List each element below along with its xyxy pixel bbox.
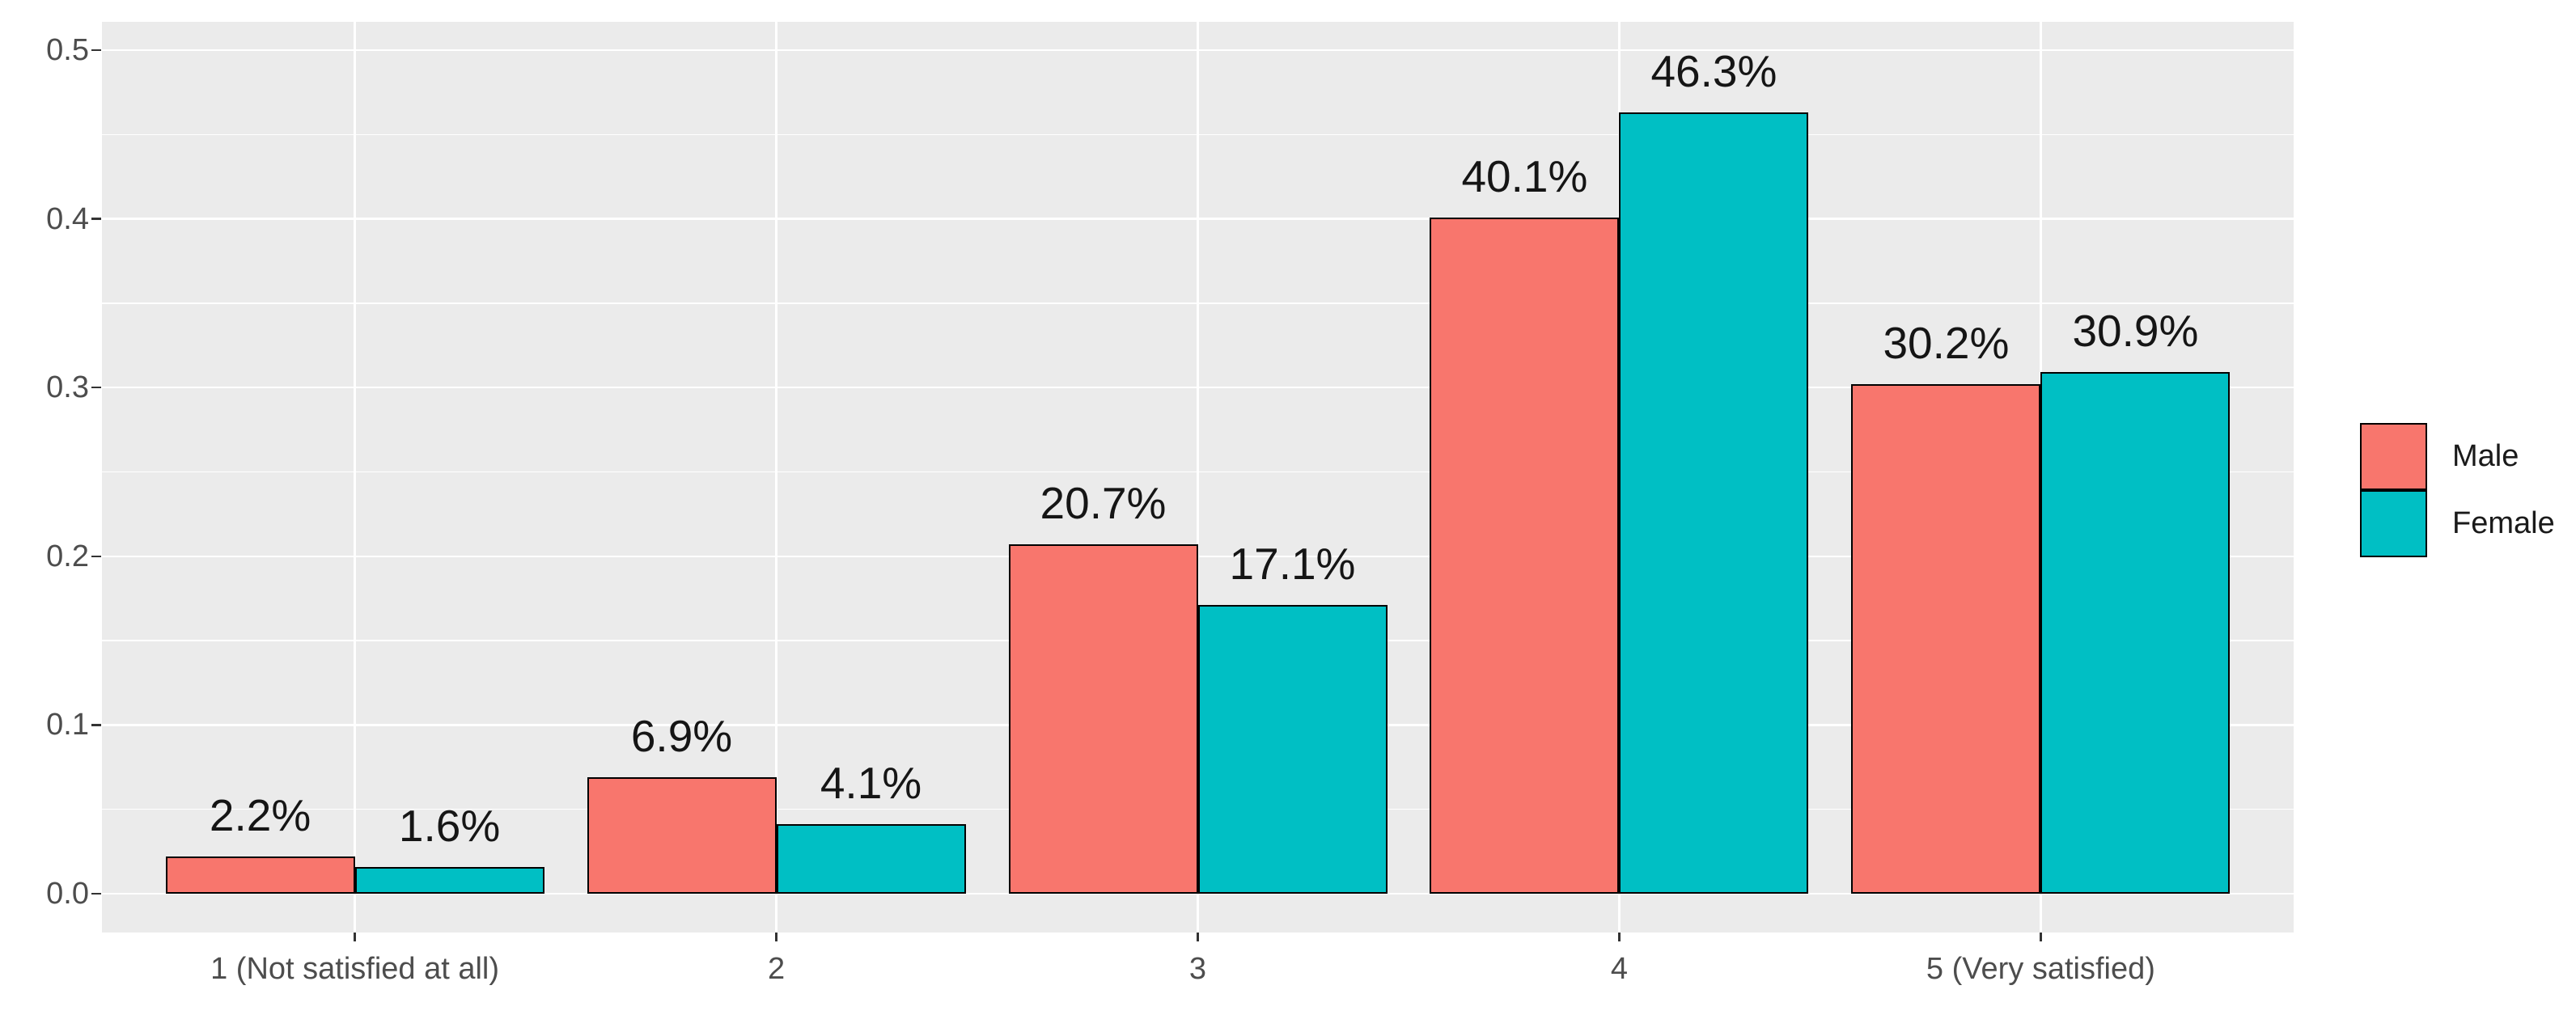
x-tick-label: 2 bbox=[767, 952, 786, 986]
bar-female-3 bbox=[1197, 605, 1388, 894]
legend-swatch-male bbox=[2360, 423, 2427, 490]
legend: Male Female bbox=[2360, 423, 2555, 557]
gridline-vertical bbox=[775, 22, 777, 933]
x-tick-mark bbox=[1197, 933, 1199, 941]
bar-male-2 bbox=[587, 777, 777, 894]
y-tick-mark bbox=[91, 724, 101, 726]
legend-swatch-female bbox=[2360, 490, 2427, 557]
bar-label-female-3: 17.1% bbox=[1229, 539, 1356, 590]
bar-label-female-1: 1.6% bbox=[398, 800, 501, 851]
y-tick-label: 0.0 bbox=[46, 877, 89, 911]
bar-label-male-5: 30.2% bbox=[1883, 318, 2010, 369]
bar-male-4 bbox=[1430, 217, 1620, 894]
bar-female-1 bbox=[354, 866, 544, 894]
y-tick-mark bbox=[91, 386, 101, 389]
bar-label-male-2: 6.9% bbox=[630, 711, 733, 762]
bar-male-3 bbox=[1008, 544, 1198, 894]
bar-label-male-3: 20.7% bbox=[1040, 478, 1167, 529]
bar-male-1 bbox=[165, 856, 355, 894]
x-tick-mark bbox=[354, 933, 356, 941]
bar-label-female-5: 30.9% bbox=[2072, 306, 2199, 357]
y-tick-mark bbox=[91, 218, 101, 220]
gridline-vertical bbox=[1197, 22, 1199, 933]
gridline-vertical bbox=[354, 22, 356, 933]
legend-label-male: Male bbox=[2452, 439, 2519, 473]
y-tick-mark bbox=[91, 892, 101, 895]
bar-label-female-2: 4.1% bbox=[820, 758, 922, 809]
x-tick-mark bbox=[1618, 933, 1621, 941]
bar-label-male-1: 2.2% bbox=[209, 790, 311, 841]
bar-male-5 bbox=[1851, 384, 2041, 894]
y-tick-label: 0.2 bbox=[46, 539, 89, 573]
x-tick-label: 4 bbox=[1610, 952, 1629, 986]
x-tick-mark bbox=[775, 933, 777, 941]
bar-female-5 bbox=[2040, 372, 2231, 894]
bar-label-female-4: 46.3% bbox=[1650, 46, 1777, 97]
bar-label-male-4: 40.1% bbox=[1461, 150, 1588, 201]
bar-female-2 bbox=[776, 824, 966, 894]
x-tick-mark bbox=[2040, 933, 2042, 941]
legend-item-male: Male bbox=[2360, 423, 2555, 490]
y-tick-mark bbox=[91, 555, 101, 558]
y-tick-mark bbox=[91, 49, 101, 52]
x-tick-label: 3 bbox=[1188, 952, 1207, 986]
y-tick-label: 0.4 bbox=[46, 201, 89, 236]
bar-female-4 bbox=[1619, 112, 1809, 894]
y-tick-label: 0.5 bbox=[46, 33, 89, 67]
y-tick-label: 0.3 bbox=[46, 370, 89, 405]
x-tick-label: 1 (Not satisfied at all) bbox=[210, 952, 500, 986]
legend-label-female: Female bbox=[2452, 506, 2555, 540]
x-tick-label: 5 (Very satisfied) bbox=[1926, 952, 2155, 986]
y-tick-label: 0.1 bbox=[46, 708, 89, 742]
legend-item-female: Female bbox=[2360, 490, 2555, 557]
